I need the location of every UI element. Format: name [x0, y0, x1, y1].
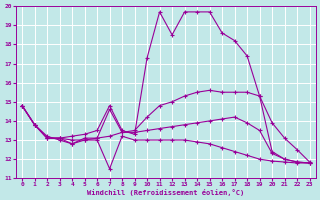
X-axis label: Windchill (Refroidissement éolien,°C): Windchill (Refroidissement éolien,°C): [87, 189, 244, 196]
